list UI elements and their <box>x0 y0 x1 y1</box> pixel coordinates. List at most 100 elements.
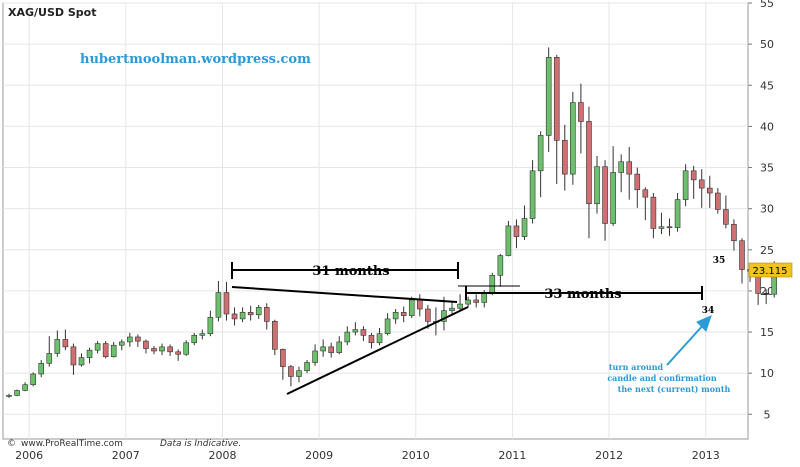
candle-body <box>674 199 681 228</box>
candle-body <box>763 293 769 295</box>
y-tick-label: 40 <box>760 120 774 133</box>
count-35-label: 35 <box>713 256 726 266</box>
current-price-label: 23.115 <box>753 266 788 277</box>
candle-body <box>682 170 689 200</box>
candle-body <box>304 362 310 372</box>
candle-body <box>110 344 117 358</box>
candle-body <box>102 343 109 358</box>
candle-body <box>255 307 262 316</box>
candle-body <box>602 166 608 224</box>
turn-around-note-line-1: turn around <box>609 362 664 372</box>
candle-body <box>46 353 53 364</box>
candle-body <box>626 161 633 175</box>
candle-body <box>215 292 222 318</box>
candle-body <box>14 390 20 396</box>
y-tick-label: 25 <box>760 244 774 257</box>
candle-body <box>441 310 447 322</box>
candle-body <box>723 209 729 225</box>
candle-body <box>642 189 649 198</box>
candle-body <box>594 166 600 205</box>
candle-body <box>578 102 584 122</box>
price-box: 23.115 <box>748 262 793 278</box>
footer: © www.ProRealTime.com Data is Indicative… <box>7 439 241 449</box>
candle-body <box>143 340 149 349</box>
candle-body <box>586 121 592 205</box>
copyright-symbol: © <box>7 439 16 449</box>
candle-body <box>183 342 190 355</box>
31-months-label: 31 months <box>312 264 389 279</box>
candle-body <box>70 346 77 366</box>
y-tick-label: 5 <box>764 408 771 421</box>
candle-body <box>54 339 61 354</box>
candle-body <box>199 333 206 336</box>
candle-body <box>118 341 125 346</box>
candle-body <box>513 225 520 237</box>
x-tick-label: 2012 <box>595 449 623 462</box>
candle-body <box>570 102 576 175</box>
candle-body <box>272 321 278 350</box>
disclaimer-text: Data is Indicative. <box>160 439 241 449</box>
plot-area <box>2 2 749 440</box>
candle-body <box>320 346 326 352</box>
candle-body <box>175 351 181 355</box>
candle-body <box>191 335 198 344</box>
chart-title: XAG/USD Spot <box>8 6 96 19</box>
candle-body <box>239 312 246 320</box>
x-axis: 2006 2007 2008 2009 2010 2011 2012 2013 <box>15 449 720 462</box>
candle-body <box>521 218 528 237</box>
x-tick-label: 2007 <box>112 449 140 462</box>
candle-body <box>497 255 504 276</box>
candle-body <box>400 312 407 316</box>
lower-trendline <box>286 306 469 395</box>
candle-body <box>489 274 496 293</box>
candle-body <box>449 307 455 311</box>
count-34-label: 34 <box>702 306 715 316</box>
candle-body <box>408 299 415 316</box>
turn-around-note-line-2: candle and confirmation <box>607 373 717 383</box>
candle-body <box>384 318 391 335</box>
turn-around-note: turn around candle and confirmation the … <box>607 362 730 394</box>
candle-body <box>151 348 157 352</box>
y-tick-label: 45 <box>760 79 774 92</box>
candle-body <box>78 357 85 366</box>
candle-body <box>610 172 616 224</box>
candle-body <box>344 331 351 343</box>
candle-body <box>30 373 36 386</box>
candle-body <box>368 335 375 344</box>
candle-body <box>505 225 512 256</box>
candle-body <box>328 346 334 353</box>
candle-body <box>529 170 536 219</box>
candle-body <box>481 292 488 303</box>
candle-body <box>296 370 302 377</box>
x-tick-label: 2013 <box>692 449 720 462</box>
y-tick-label: 30 <box>760 203 774 216</box>
watermark-text: hubertmoolman.wordpress.com <box>80 52 311 67</box>
candle-body <box>553 56 560 141</box>
candle-body <box>739 240 745 270</box>
x-tick-label: 2009 <box>305 449 333 462</box>
candle-body <box>417 299 423 310</box>
candle-body <box>223 292 230 315</box>
candle-body <box>86 349 93 358</box>
candle-body <box>280 349 286 367</box>
candle-body <box>127 336 133 343</box>
candle-body <box>666 226 673 229</box>
candle-body <box>634 173 641 191</box>
candle-body <box>473 299 479 303</box>
candle-body <box>650 196 657 229</box>
candle-body <box>6 395 12 397</box>
candle-body <box>207 316 214 335</box>
candle-body <box>167 346 173 353</box>
candle-body <box>376 333 383 344</box>
candle-body <box>392 312 399 320</box>
x-tick-label: 2010 <box>402 449 430 462</box>
y-tick-label: 50 <box>760 38 774 51</box>
candle-body <box>38 363 45 375</box>
candle-body <box>94 343 101 351</box>
33-months-label: 33 months <box>544 287 621 302</box>
turn-around-arrowhead <box>696 315 712 332</box>
y-tick-label: 15 <box>760 326 774 339</box>
turn-around-arrow <box>666 322 706 366</box>
